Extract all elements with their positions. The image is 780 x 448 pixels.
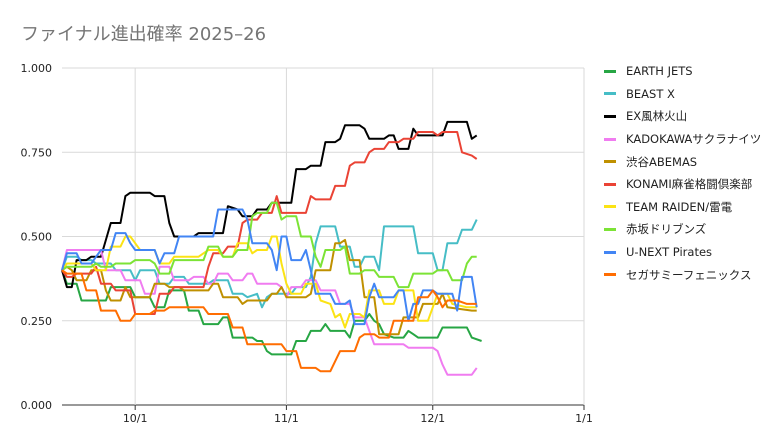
legend-item: セガサミーフェニックス bbox=[604, 263, 776, 286]
series-line bbox=[61, 269, 482, 356]
legend-item: TEAM RAIDEN/雷電 bbox=[604, 196, 776, 219]
legend-label: EARTH JETS bbox=[626, 64, 693, 79]
legend-item: 渋谷ABEMAS bbox=[604, 150, 776, 173]
legend-swatch bbox=[604, 273, 616, 277]
x-tick-label: 12/1 bbox=[420, 412, 445, 425]
legend-swatch bbox=[604, 114, 616, 118]
legend-label: BEAST X bbox=[626, 86, 675, 101]
legend-label: KONAMI麻雀格闘倶楽部 bbox=[626, 177, 753, 192]
x-tick-label: 11/1 bbox=[274, 412, 299, 425]
legend-label: セガサミーフェニックス bbox=[626, 267, 752, 282]
series-line bbox=[61, 208, 478, 326]
y-tick-label: 0.750 bbox=[21, 146, 53, 159]
x-tick-label: 10/1 bbox=[123, 412, 148, 425]
legend-swatch bbox=[604, 205, 616, 209]
legend-item: KADOKAWAサクラナイツ bbox=[604, 128, 776, 151]
legend-swatch bbox=[604, 160, 616, 164]
legend-label: TEAM RAIDEN/雷電 bbox=[626, 199, 733, 214]
series-line bbox=[61, 131, 478, 315]
legend-swatch bbox=[604, 137, 616, 141]
chart-legend: EARTH JETS BEAST X EX風林火山 KADOKAWAサクラナイツ 渋谷A… bbox=[604, 60, 776, 286]
legend-label: KADOKAWAサクラナイツ bbox=[626, 132, 762, 147]
legend-label: 渋谷ABEMAS bbox=[626, 154, 698, 169]
legend-swatch bbox=[604, 69, 616, 73]
legend-item: U-NEXT Pirates bbox=[604, 241, 776, 264]
series-line bbox=[61, 269, 477, 373]
series-line bbox=[61, 120, 478, 289]
legend-swatch bbox=[604, 250, 616, 254]
legend-item: BEAST X bbox=[604, 83, 776, 106]
y-tick-label: 0.500 bbox=[21, 231, 53, 244]
chart-title: ファイナル進出確率 2025–26 bbox=[21, 24, 267, 45]
series-line bbox=[61, 201, 477, 289]
legend-swatch bbox=[604, 227, 616, 231]
x-tick-label: 1/1 bbox=[575, 412, 593, 425]
legend-swatch bbox=[604, 92, 616, 96]
legend-swatch bbox=[604, 182, 616, 186]
y-tick-label: 0.000 bbox=[21, 399, 53, 412]
series-line bbox=[61, 238, 477, 336]
legend-label: U-NEXT Pirates bbox=[626, 245, 713, 260]
y-tick-label: 1.000 bbox=[21, 62, 53, 75]
legend-item: 赤坂ドリブンズ bbox=[604, 218, 776, 241]
legend-item: KONAMI麻雀格闘倶楽部 bbox=[604, 173, 776, 196]
series-line bbox=[61, 219, 478, 309]
legend-label: 赤坂ドリブンズ bbox=[626, 222, 707, 237]
legend-label: EX風林火山 bbox=[626, 109, 688, 124]
legend-item: EX風林火山 bbox=[604, 105, 776, 128]
y-tick-label: 0.250 bbox=[21, 315, 53, 328]
legend-item: EARTH JETS bbox=[604, 60, 776, 83]
